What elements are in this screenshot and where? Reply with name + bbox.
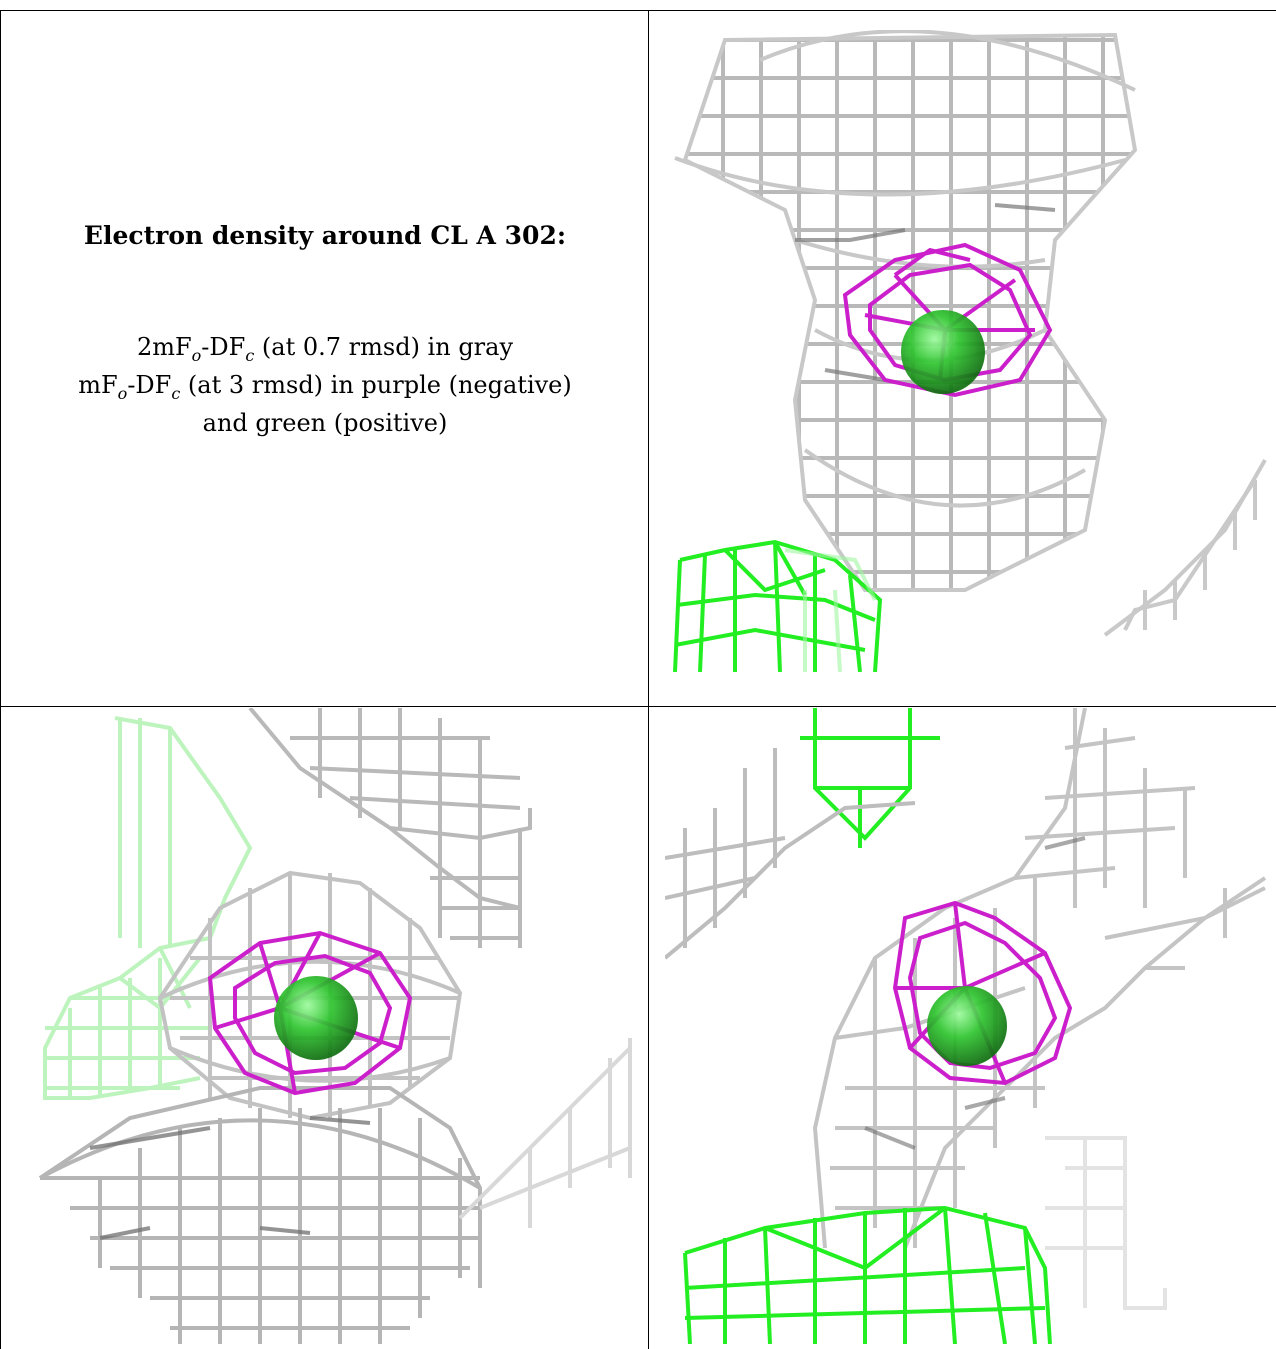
gray-mesh-shading <box>89 1116 371 1240</box>
green-positive-mesh-faint <box>784 548 877 672</box>
gray-mesh-upper-left <box>665 748 916 960</box>
caption-line-2mfo-dfc: 2mFo-DFc (at 0.7 rmsd) in gray <box>1 333 648 365</box>
caption: Electron density around CL A 302: 2mFo-D… <box>1 11 648 706</box>
chloride-ion-sphere <box>901 310 985 394</box>
view-bottom-left <box>10 708 633 1344</box>
density-mesh-top-right <box>673 30 1267 672</box>
caption-subscript: c <box>245 345 255 365</box>
view-top-right <box>665 30 1270 672</box>
chloride-ion-sphere <box>274 976 358 1060</box>
table-divider-horizontal <box>0 706 1276 707</box>
caption-subscript: o <box>191 345 202 365</box>
gray-mesh-side <box>1045 1136 1167 1310</box>
caption-text: -DF <box>127 371 172 399</box>
caption-text: mF <box>78 371 118 399</box>
caption-cell: Electron density around CL A 302: 2mFo-D… <box>1 11 648 706</box>
table-border-left <box>0 10 1 1349</box>
gray-mesh-lower <box>38 1086 482 1344</box>
caption-subscript: c <box>171 383 181 403</box>
green-positive-mesh-bottom <box>683 1205 1052 1344</box>
caption-subscript: o <box>117 383 128 403</box>
green-positive-mesh <box>673 539 883 672</box>
caption-text: -DF <box>201 333 246 361</box>
caption-text: (at 0.7 rmsd) in gray <box>254 333 514 361</box>
gray-mesh-side <box>1103 459 1267 637</box>
table-border-top <box>0 10 1276 11</box>
table-divider-vertical <box>648 10 649 1349</box>
caption-line-mfo-dfc: mFo-DFc (at 3 rmsd) in purple (negative) <box>1 371 648 403</box>
gray-mesh-shading <box>795 203 1056 382</box>
density-mesh-bottom-right <box>665 708 1267 1344</box>
view-bottom-right <box>665 708 1270 1344</box>
gray-mesh-shading <box>864 836 1086 1150</box>
gray-mesh-side <box>458 1038 632 1228</box>
density-mesh-bottom-left <box>38 708 632 1344</box>
caption-text: (at 3 rmsd) in purple (negative) <box>180 371 572 399</box>
caption-title: Electron density around CL A 302: <box>83 221 567 250</box>
caption-line-green: and green (positive) <box>202 409 448 437</box>
caption-text: 2mF <box>136 333 192 361</box>
gray-mesh-upper-right <box>248 708 532 948</box>
chloride-ion-sphere <box>927 986 1007 1066</box>
green-positive-mesh-top <box>800 708 940 848</box>
